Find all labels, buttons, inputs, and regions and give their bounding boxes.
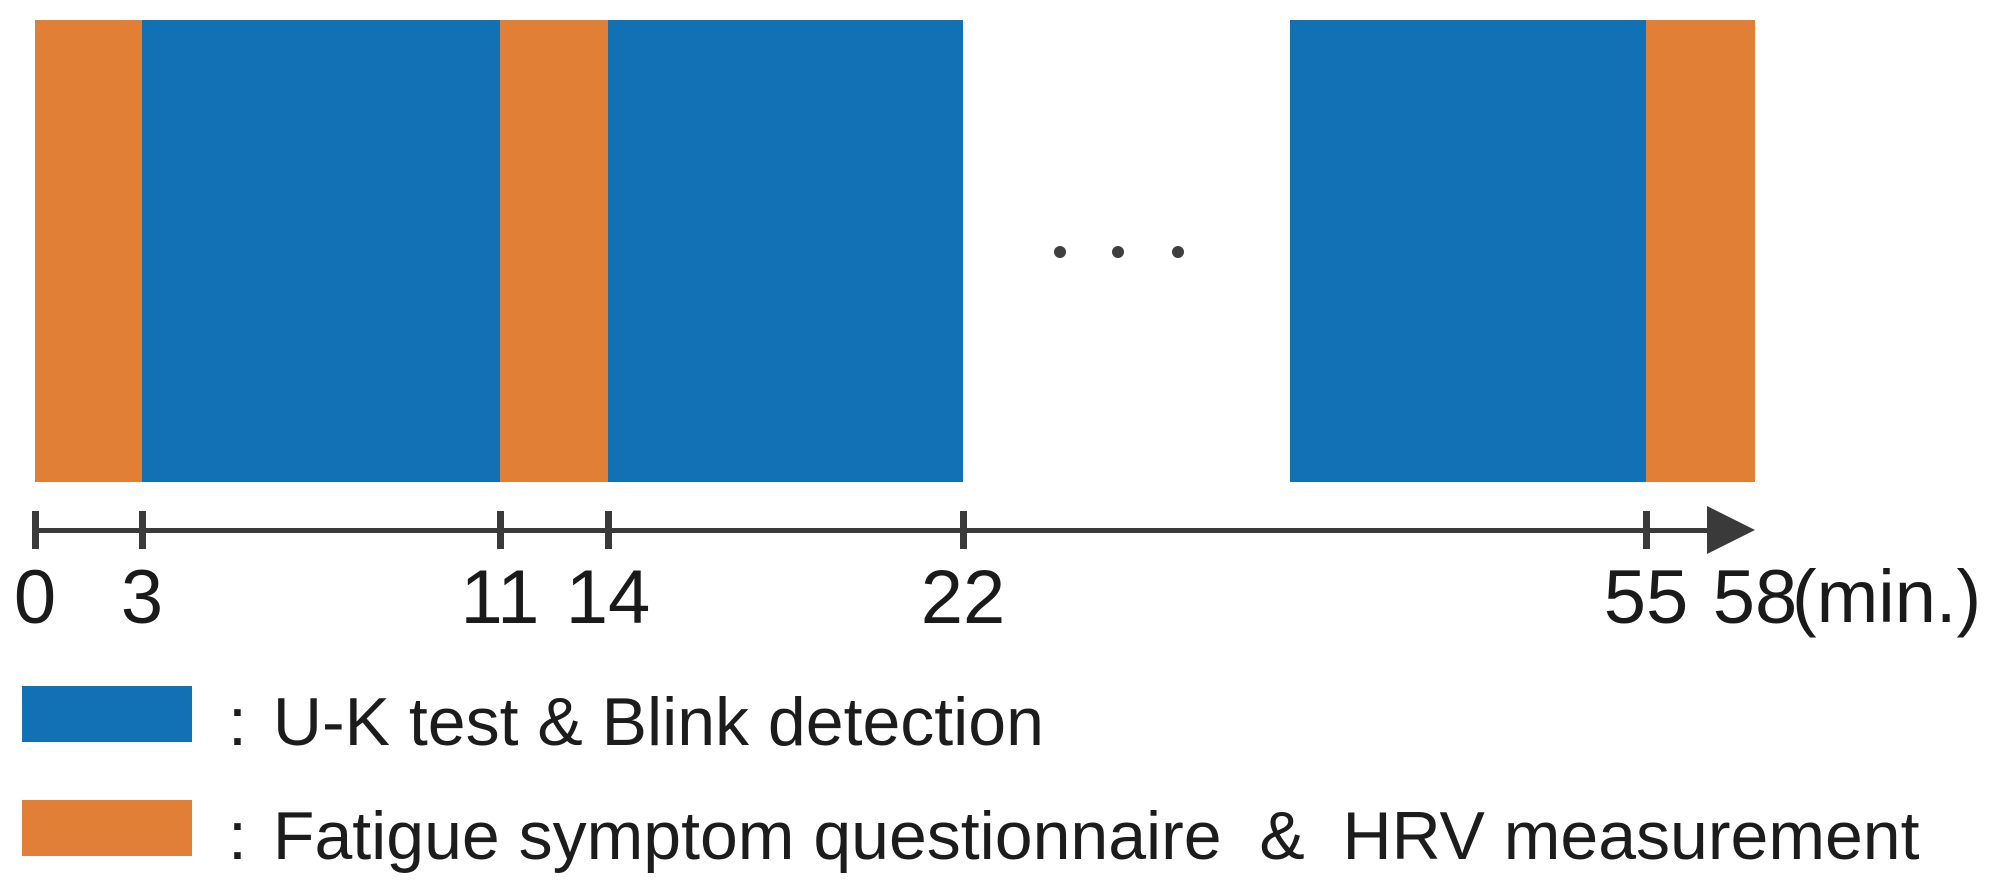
axis-tick-label: 11	[460, 555, 540, 640]
axis-tick-label: 3	[120, 555, 164, 640]
legend-label-questionnaire-text: Fatigue symptom questionnaire & HRV meas…	[272, 798, 1920, 874]
axis-tick	[605, 511, 612, 549]
axis-line	[35, 528, 1716, 533]
legend-item-questionnaire: : Fatigue symptom questionnaire & HRV mea…	[0, 792, 2002, 882]
timeline-segment-test	[142, 20, 500, 482]
axis-tick-label: 58	[1712, 555, 1798, 640]
axis-tick	[32, 511, 39, 549]
timeline-segment-test	[1290, 20, 1646, 482]
axis-tick	[139, 511, 146, 549]
axis-unit-label: (min.)	[1792, 555, 1982, 638]
timeline-segment-questionnaire	[1646, 20, 1755, 482]
legend-swatch-test	[22, 686, 192, 742]
legend-swatch-questionnaire	[22, 800, 192, 856]
arrowhead-icon	[1707, 506, 1755, 554]
timeline-segment-questionnaire	[500, 20, 608, 482]
axis-tick	[497, 511, 504, 549]
axis-tick-label: 14	[565, 555, 651, 640]
axis-tick	[960, 511, 967, 549]
axis-tick-label: 22	[920, 555, 1006, 640]
axis-tick-label: 0	[13, 555, 57, 640]
timeline-segment-questionnaire	[35, 20, 142, 482]
legend-colon: :	[228, 798, 247, 874]
legend-colon: :	[228, 684, 247, 760]
axis-tick-label: 55	[1603, 555, 1689, 640]
ellipsis-dot	[1112, 246, 1124, 258]
ellipsis-dot	[1172, 246, 1184, 258]
legend-label-test: : U-K test & Blink detection	[228, 678, 1044, 766]
ellipsis-dot	[1054, 246, 1066, 258]
timeline-segment-test	[608, 20, 963, 482]
legend-label-questionnaire: : Fatigue symptom questionnaire & HRV mea…	[228, 792, 1920, 880]
legend-item-test: : U-K test & Blink detection	[0, 678, 2002, 768]
axis-tick	[1643, 511, 1650, 549]
legend-label-test-text: U-K test & Blink detection	[272, 684, 1044, 760]
